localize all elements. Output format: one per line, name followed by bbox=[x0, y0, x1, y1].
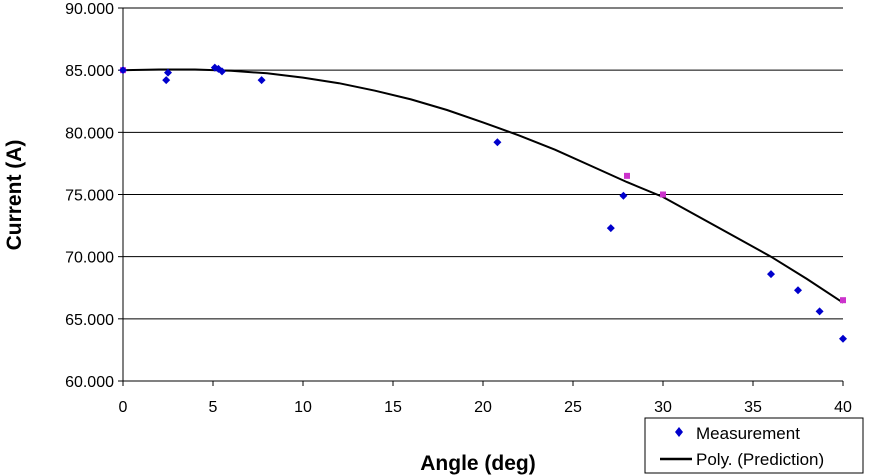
y-tick-labels: 60.000 65.000 70.000 75.000 80.000 85.000 90.0… bbox=[65, 1, 114, 391]
y-tick-label: 75.000 bbox=[65, 188, 114, 205]
x-axis-title: Angle (deg) bbox=[420, 452, 536, 475]
x-tick-label: 0 bbox=[119, 399, 128, 416]
measurement-point bbox=[164, 68, 172, 77]
x-tick-label: 25 bbox=[564, 399, 582, 416]
legend-marker-measurement bbox=[675, 427, 683, 437]
y-tick-label: 70.000 bbox=[65, 250, 114, 267]
prediction-point bbox=[840, 297, 846, 304]
x-tick-label: 35 bbox=[744, 399, 762, 416]
measurement-point bbox=[767, 270, 775, 279]
measurement-point bbox=[257, 76, 266, 85]
y-tick-label: 90.000 bbox=[65, 1, 114, 18]
x-tick-label: 15 bbox=[384, 399, 402, 416]
measurement-point bbox=[493, 138, 502, 147]
y-axis-title: Current (A) bbox=[3, 140, 26, 251]
measurement-point bbox=[606, 224, 615, 233]
legend: Measurement Poly. (Prediction) bbox=[644, 417, 864, 474]
measurement-point bbox=[794, 286, 802, 295]
measurement-point bbox=[839, 334, 847, 343]
y-tick-label: 60.000 bbox=[65, 374, 114, 391]
x-tick-label: 20 bbox=[474, 399, 492, 416]
prediction-point bbox=[624, 172, 630, 179]
x-tick-label: 5 bbox=[209, 399, 218, 416]
legend-label-prediction: Poly. (Prediction) bbox=[696, 450, 824, 469]
measurement-point bbox=[119, 66, 127, 75]
legend-label-measurement: Measurement bbox=[696, 424, 800, 443]
trendline-prediction bbox=[122, 68, 844, 304]
x-tick-label: 40 bbox=[834, 399, 852, 416]
x-tick-label: 30 bbox=[654, 399, 672, 416]
legend-box bbox=[644, 417, 864, 474]
prediction-point bbox=[660, 191, 666, 198]
x-tick-labels: 0 5 10 15 20 25 30 35 40 bbox=[119, 399, 852, 416]
y-tick-label: 80.000 bbox=[65, 125, 114, 142]
measurement-point bbox=[218, 67, 226, 76]
x-tick-label: 10 bbox=[294, 399, 312, 416]
measurement-point bbox=[815, 307, 824, 316]
series-layer bbox=[119, 63, 847, 343]
y-tick-label: 65.000 bbox=[65, 312, 114, 329]
measurement-point bbox=[619, 191, 628, 200]
grid-lines bbox=[123, 7, 843, 382]
y-tick-label: 85.000 bbox=[65, 63, 114, 80]
measurement-point bbox=[162, 76, 171, 85]
axes bbox=[118, 7, 844, 386]
